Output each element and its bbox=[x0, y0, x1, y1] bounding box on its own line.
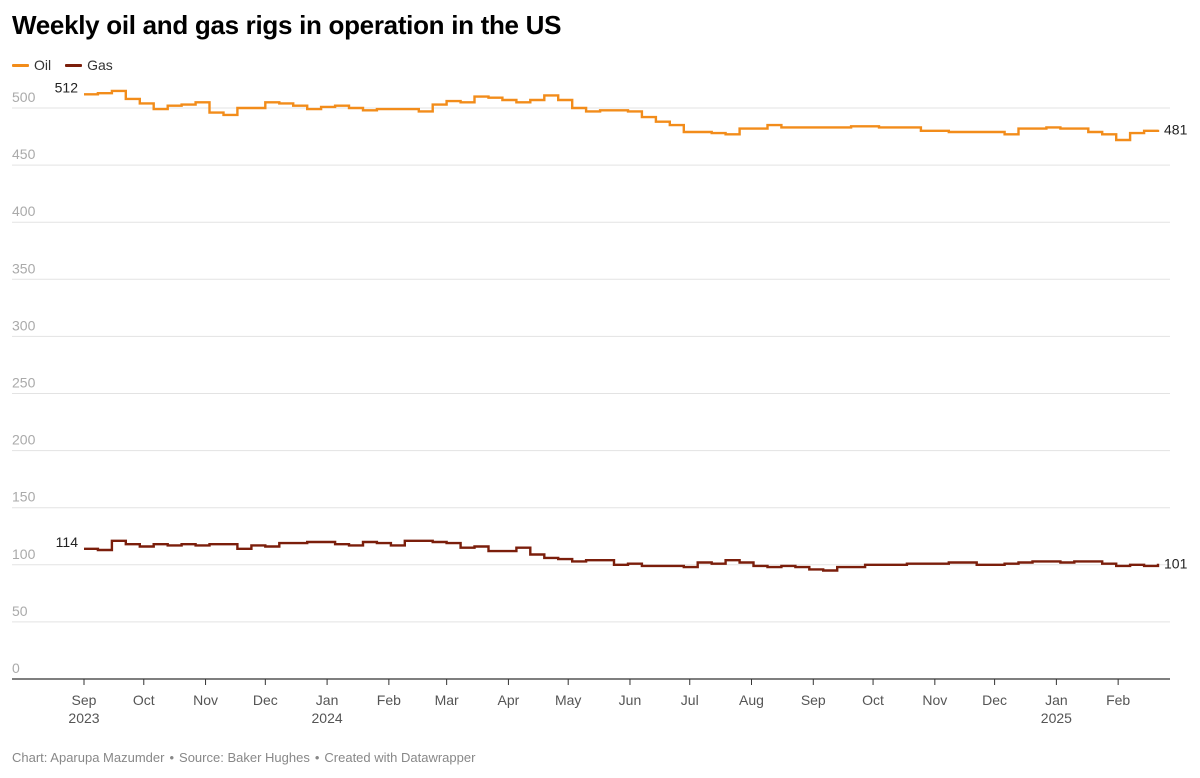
y-tick-label: 0 bbox=[12, 660, 20, 676]
x-tick-label: Oct bbox=[862, 692, 884, 708]
series-end-label-oil: 481 bbox=[1164, 122, 1188, 138]
y-tick-label: 300 bbox=[12, 317, 36, 333]
x-tick-year-label: 2023 bbox=[68, 710, 99, 726]
x-tick-year-label: 2025 bbox=[1041, 710, 1072, 726]
series-lines bbox=[84, 89, 1160, 572]
legend: Oil Gas bbox=[12, 57, 113, 73]
x-tick-label: Jan bbox=[316, 692, 339, 708]
chart-credit: Chart: Aparupa Mazumder bbox=[12, 750, 165, 765]
x-tick-label: Nov bbox=[922, 692, 947, 708]
series-end-labels: 512 481 114 101 bbox=[55, 79, 1188, 571]
x-tick-label: Feb bbox=[377, 692, 401, 708]
line-chart: 0 50 100 150 200 250 300 350 400 450 500 Sep 2023 Oc… bbox=[12, 79, 1188, 726]
y-tick-label: 150 bbox=[12, 489, 36, 505]
y-tick-label: 500 bbox=[12, 89, 36, 105]
y-tick-label: 350 bbox=[12, 260, 36, 276]
x-tick-label: Mar bbox=[435, 692, 459, 708]
x-tick-label: Feb bbox=[1106, 692, 1130, 708]
series-end-label-gas: 101 bbox=[1164, 556, 1188, 572]
x-tick-label: Jan bbox=[1045, 692, 1068, 708]
footer-separator: • bbox=[169, 750, 175, 765]
y-tick-label: 400 bbox=[12, 203, 36, 219]
gridlines bbox=[12, 107, 1170, 623]
y-tick-label: 50 bbox=[12, 603, 28, 619]
x-tick-label: Dec bbox=[982, 692, 1007, 708]
legend-item-gas: Gas bbox=[65, 57, 113, 73]
legend-label-oil: Oil bbox=[34, 57, 52, 73]
legend-label-gas: Gas bbox=[87, 57, 113, 73]
x-tick-label: May bbox=[555, 692, 581, 708]
y-tick-label: 450 bbox=[12, 146, 36, 162]
legend-swatch-oil bbox=[12, 63, 29, 67]
chart-title: Weekly oil and gas rigs in operation in … bbox=[12, 10, 562, 40]
x-tick-label: Dec bbox=[253, 692, 278, 708]
x-tick-label: Nov bbox=[193, 692, 218, 708]
x-tick-label: Sep bbox=[801, 692, 826, 708]
x-tick-year-label: 2024 bbox=[312, 710, 343, 726]
y-axis-tick-labels: 0 50 100 150 200 250 300 350 400 450 500 bbox=[12, 89, 36, 676]
chart-footer: Chart: Aparupa Mazumder • Source: Baker Hu… bbox=[12, 750, 475, 765]
x-tick-label: Sep bbox=[72, 692, 97, 708]
series-start-label-oil: 512 bbox=[55, 79, 79, 95]
series-line-gas bbox=[84, 539, 1160, 572]
chart-created-with: Created with Datawrapper bbox=[324, 750, 476, 765]
x-axis: Sep 2023 Oct Nov Dec Jan 2024 Feb Mar Apr May Jun Ju… bbox=[12, 678, 1170, 726]
chart-source: Source: Baker Hughes bbox=[179, 750, 310, 765]
y-tick-label: 250 bbox=[12, 375, 36, 391]
legend-item-oil: Oil bbox=[12, 57, 51, 73]
series-line-oil bbox=[84, 89, 1160, 142]
legend-swatch-gas bbox=[65, 63, 83, 67]
y-tick-label: 200 bbox=[12, 432, 36, 448]
series-start-label-gas: 114 bbox=[56, 534, 79, 550]
x-tick-label: Oct bbox=[133, 692, 155, 708]
x-tick-label: Apr bbox=[498, 692, 520, 708]
y-tick-label: 100 bbox=[12, 546, 36, 562]
x-tick-label: Jun bbox=[619, 692, 642, 708]
x-tick-label: Aug bbox=[739, 692, 764, 708]
x-tick-label: Jul bbox=[681, 692, 699, 708]
footer-separator: • bbox=[314, 750, 320, 765]
